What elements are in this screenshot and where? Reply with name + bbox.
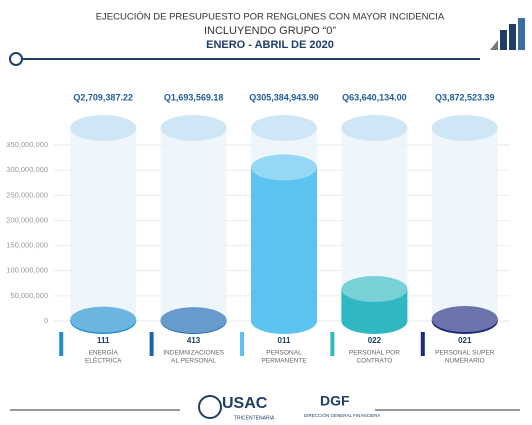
header-icon (490, 18, 525, 50)
category-marker (330, 332, 335, 356)
category-name: ENERGÍA (89, 348, 119, 357)
subtitle: INCLUYENDO GRUPO “0” (204, 25, 336, 37)
y-tick-label: 0 (44, 316, 48, 325)
category-name: PERSONAL (266, 350, 302, 357)
cylinder (431, 306, 498, 334)
category-name: PERMANENTE (261, 358, 307, 365)
category-name: CONTRATO (356, 358, 392, 365)
category-code: 021 (458, 336, 472, 345)
category-name: ELÉCTRICA (85, 356, 122, 365)
value-label: Q3,872,523.39 (435, 92, 495, 102)
y-tick-label: 100,000,000 (6, 266, 48, 275)
category-name: PERSONAL SUPER (435, 350, 495, 357)
cylinder-top (251, 154, 317, 181)
category-marker (59, 332, 64, 356)
usac-sub: TRICENTENARIA (234, 415, 275, 421)
cylinder-top (431, 306, 498, 333)
cylinder-top (160, 307, 227, 334)
period: ENERO - ABRIL DE 2020 (206, 39, 334, 51)
category-code: 111 (97, 336, 110, 345)
value-label: Q305,384,943.90 (249, 92, 319, 102)
column-shadow (431, 128, 498, 321)
column-cap (160, 115, 227, 141)
value-label: Q1,693,569.18 (164, 92, 224, 102)
header-dot (9, 52, 23, 66)
cylinder (341, 275, 408, 334)
category-name: NUMERARIO (445, 358, 485, 365)
category-marker (149, 332, 154, 356)
value-label: Q2,709,387.22 (73, 92, 133, 102)
usac-seal (198, 395, 222, 419)
cylinder (251, 154, 317, 334)
category-code: 022 (368, 336, 382, 345)
y-tick-label: 350,000,000 (6, 140, 48, 149)
cylinder (160, 307, 227, 334)
usac-logo: USAC (222, 395, 268, 412)
y-tick-label: 150,000,000 (6, 241, 48, 250)
y-tick-label: 300,000,000 (6, 165, 48, 174)
column-cap (431, 115, 498, 141)
value-label: Q63,640,134.00 (342, 92, 407, 102)
title: EJECUCIÓN DE PRESUPUESTO POR RENGLONES C… (96, 12, 445, 23)
cylinder-top (341, 275, 408, 302)
y-tick-label: 250,000,000 (6, 190, 48, 199)
dgf-logo: DGF (320, 393, 350, 409)
category-code: 413 (187, 336, 201, 345)
category-code: 011 (278, 336, 291, 345)
cylinder (70, 306, 137, 334)
cylinder-top (70, 306, 137, 333)
category-marker (240, 332, 244, 356)
y-tick-label: 200,000,000 (6, 215, 48, 224)
category-name: INDEMNIZACIONES (163, 350, 224, 357)
column-cap (251, 115, 317, 141)
category-name: PERSONAL POR (349, 350, 400, 357)
y-tick-label: 50,000,000 (10, 291, 48, 300)
column-cap (70, 115, 137, 141)
column-shadow (160, 128, 227, 321)
category-marker (420, 332, 425, 356)
bar (251, 167, 317, 321)
column-shadow (70, 128, 137, 321)
column-cap (341, 115, 408, 141)
category-name: AL PERSONAL (171, 358, 216, 365)
dgf-sub: DIRECCIÓN GENERAL FINANCIERA (304, 412, 380, 418)
